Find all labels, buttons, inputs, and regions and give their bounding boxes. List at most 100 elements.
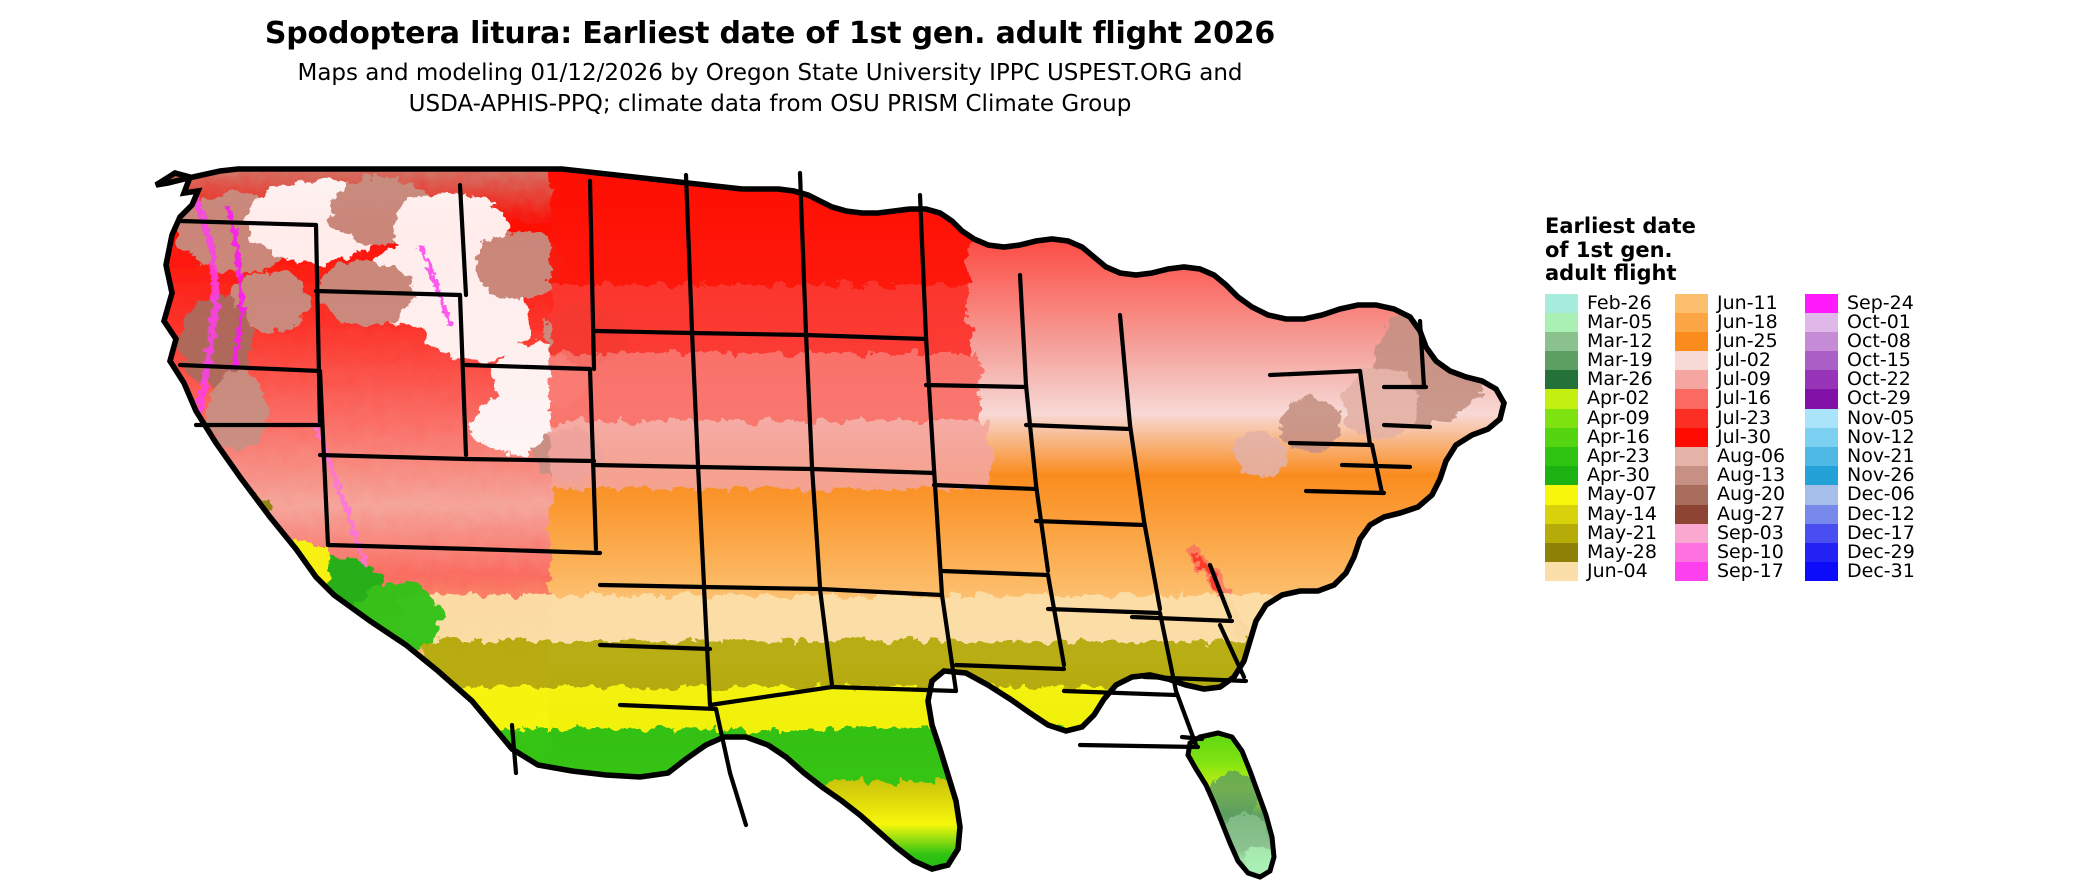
legend-entry[interactable]: Mar-26 [1545,368,1675,391]
legend-entry[interactable]: Apr-02 [1545,387,1675,410]
legend-swatch [1805,504,1838,524]
legend-label: Dec-31 [1847,560,1915,583]
legend-swatch [1545,312,1578,332]
legend-entry[interactable]: Oct-15 [1805,349,1935,372]
map-legend: Earliest date of 1st gen. adult flight F… [1545,214,1965,583]
legend-swatch [1545,542,1578,563]
legend-entry[interactable]: Aug-27 [1675,504,1805,524]
legend-swatch [1805,312,1838,332]
map-canvas [120,125,1540,885]
legend-entry[interactable]: Sep-17 [1675,560,1805,583]
page-subtitle: Maps and modeling 01/12/2026 by Oregon S… [0,58,1540,120]
legend-entry[interactable]: Dec-29 [1805,542,1935,563]
legend-entry[interactable]: Jul-16 [1675,387,1805,410]
legend-label: Jun-25 [1717,329,1778,352]
legend-swatch [1675,427,1708,447]
legend-label: Sep-24 [1847,291,1914,314]
legend-columns: Feb-26 Mar-05 Mar-12 Mar-19 Mar-26 Apr-0… [1545,291,1965,583]
legend-label: Apr-02 [1587,387,1650,410]
legend-swatch [1545,562,1578,582]
legend-entry[interactable]: Dec-31 [1805,560,1935,583]
legend-label: Mar-19 [1587,349,1653,372]
legend-swatch [1675,542,1708,563]
legend-entry[interactable]: Oct-22 [1805,370,1935,390]
legend-entry[interactable]: Jun-18 [1675,310,1805,333]
legend-label: Jul-23 [1717,406,1771,429]
legend-entry[interactable]: Sep-03 [1675,521,1805,544]
legend-entry[interactable]: Feb-26 [1545,291,1675,314]
legend-entry[interactable]: Apr-23 [1545,445,1675,467]
legend-label: Sep-03 [1717,521,1784,544]
legend-swatch [1675,293,1708,313]
legend-label: Jul-16 [1717,387,1771,410]
legend-entry[interactable]: Dec-06 [1805,483,1935,506]
legend-entry[interactable]: May-28 [1545,542,1675,563]
legend-entry[interactable]: Nov-26 [1805,464,1935,487]
legend-entry[interactable]: Apr-30 [1545,464,1675,487]
legend-swatch [1805,293,1838,313]
legend-swatch [1675,504,1708,524]
legend-entry[interactable]: Aug-20 [1675,483,1805,506]
legend-label: Jun-18 [1717,310,1778,333]
legend-entry[interactable]: Apr-09 [1545,408,1675,428]
legend-entry[interactable]: May-21 [1545,521,1675,544]
legend-swatch [1675,389,1708,409]
legend-label: Mar-05 [1587,310,1653,333]
legend-label: Aug-20 [1717,483,1786,506]
legend-label: Mar-26 [1587,368,1653,391]
legend-entry[interactable]: Jul-02 [1675,350,1805,371]
legend-entry[interactable]: Jul-30 [1675,427,1805,447]
legend-entry[interactable]: Nov-05 [1805,408,1935,428]
legend-label: Feb-26 [1587,291,1652,314]
legend-entry[interactable]: Aug-06 [1675,446,1805,467]
legend-swatch [1805,523,1838,543]
legend-swatch [1545,331,1578,352]
legend-label: Nov-21 [1847,445,1915,467]
legend-swatch [1545,427,1578,447]
legend-title: Earliest date of 1st gen. adult flight [1545,214,1696,285]
legend-swatch [1805,562,1838,582]
legend-entry[interactable]: Nov-12 [1805,427,1935,447]
legend-swatch [1545,370,1578,390]
legend-entry[interactable]: Oct-08 [1805,331,1935,352]
legend-entry[interactable]: Dec-17 [1805,523,1935,543]
legend-entry[interactable]: Apr-16 [1545,425,1675,448]
legend-entry[interactable]: Jul-09 [1675,370,1805,390]
legend-label: Dec-06 [1847,483,1915,506]
state-boundaries [177,170,1433,828]
legend-label: Apr-16 [1587,425,1650,448]
legend-swatch [1805,370,1838,390]
legend-entry[interactable]: Jun-11 [1675,293,1805,313]
legend-entry[interactable]: May-14 [1545,504,1675,524]
subtitle-line-1: Maps and modeling 01/12/2026 by Oregon S… [297,60,1243,86]
legend-label: Nov-26 [1847,464,1915,487]
legend-label: Apr-30 [1587,464,1650,487]
legend-swatch [1545,408,1578,428]
legend-swatch [1545,351,1578,371]
legend-entry[interactable]: Jul-23 [1675,406,1805,429]
legend-label: Sep-17 [1717,560,1784,583]
legend-entry[interactable]: Mar-19 [1545,349,1675,372]
legend-entry[interactable]: Mar-05 [1545,310,1675,333]
legend-swatch [1545,293,1578,313]
legend-swatch [1675,562,1708,582]
legend-entry[interactable]: Aug-13 [1675,465,1805,486]
legend-entry[interactable]: Nov-21 [1805,445,1935,467]
legend-entry[interactable]: Sep-24 [1805,291,1935,314]
legend-entry[interactable]: Jun-04 [1545,561,1675,582]
legend-swatch [1805,485,1838,505]
legend-entry[interactable]: Dec-12 [1805,504,1935,524]
legend-entry[interactable]: Oct-29 [1805,389,1935,409]
legend-entry[interactable]: Jun-25 [1675,329,1805,352]
legend-swatch [1805,408,1838,428]
legend-swatch [1545,389,1578,409]
legend-entry[interactable]: Sep-10 [1675,542,1805,563]
legend-swatch [1805,427,1838,447]
legend-label: Oct-15 [1847,349,1911,372]
legend-label: May-21 [1587,521,1657,544]
legend-label: Apr-23 [1587,445,1650,467]
legend-entry[interactable]: May-07 [1545,485,1675,505]
legend-entry[interactable]: Oct-01 [1805,312,1935,332]
legend-entry[interactable]: Mar-12 [1545,331,1675,352]
